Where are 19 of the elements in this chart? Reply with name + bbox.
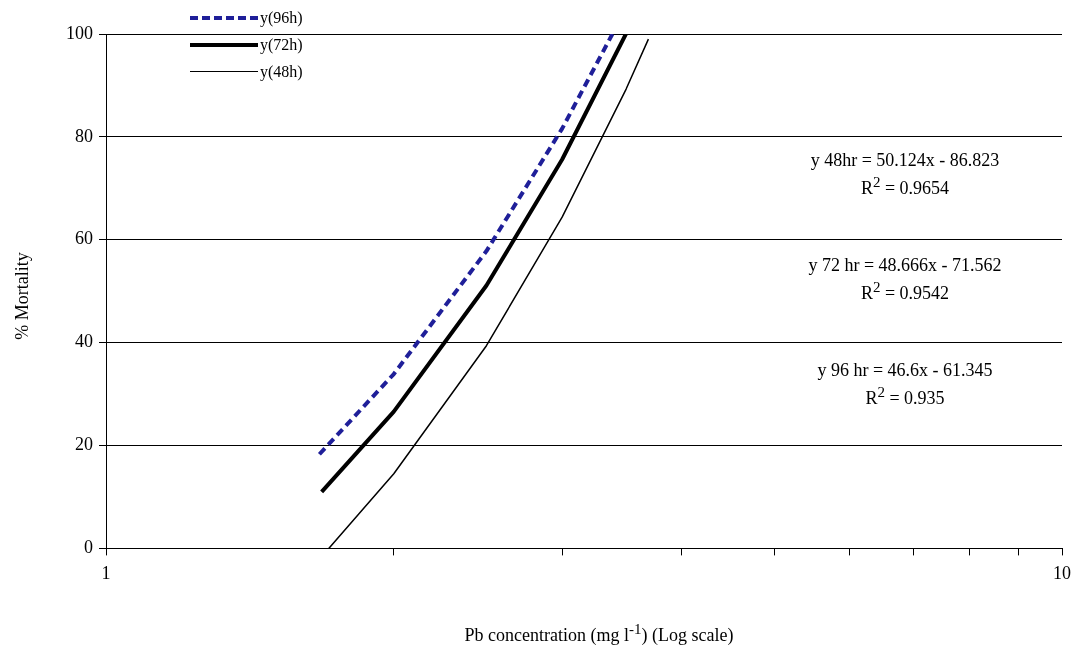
x-tick-label: 10 [1053,562,1071,583]
annotation: y 72 hr = 48.666x - 71.562 [807,255,1003,277]
y-tick-label: 40 [75,331,93,352]
y-tick-label: 100 [66,22,93,43]
y-tick-label: 0 [84,537,93,558]
annotation: y 48hr = 50.124x - 86.823 [809,150,1001,172]
legend-label: y(96h) [260,8,303,27]
y-axis-title: % Mortality [11,252,33,340]
annotation: R$^{2}$ = 0.9654 [859,174,951,198]
y-tick-label: 20 [75,434,93,455]
y-tick-label: 60 [75,228,93,249]
y-tick-label: 80 [75,125,93,146]
x-tick-label: 1 [101,562,111,583]
annotation: R$^{2}$ = 0.9542 [859,279,951,303]
annotation: y 96 hr = 46.6x - 61.345 [816,360,994,382]
x-axis-title: Pb concentration (mg l$^{-1}$) (Log scale) [464,621,734,646]
legend-label: y(72h) [260,35,303,54]
legend-label: y(48h) [260,62,303,81]
annotation: R$^{2}$ = 0.935 [864,384,946,408]
